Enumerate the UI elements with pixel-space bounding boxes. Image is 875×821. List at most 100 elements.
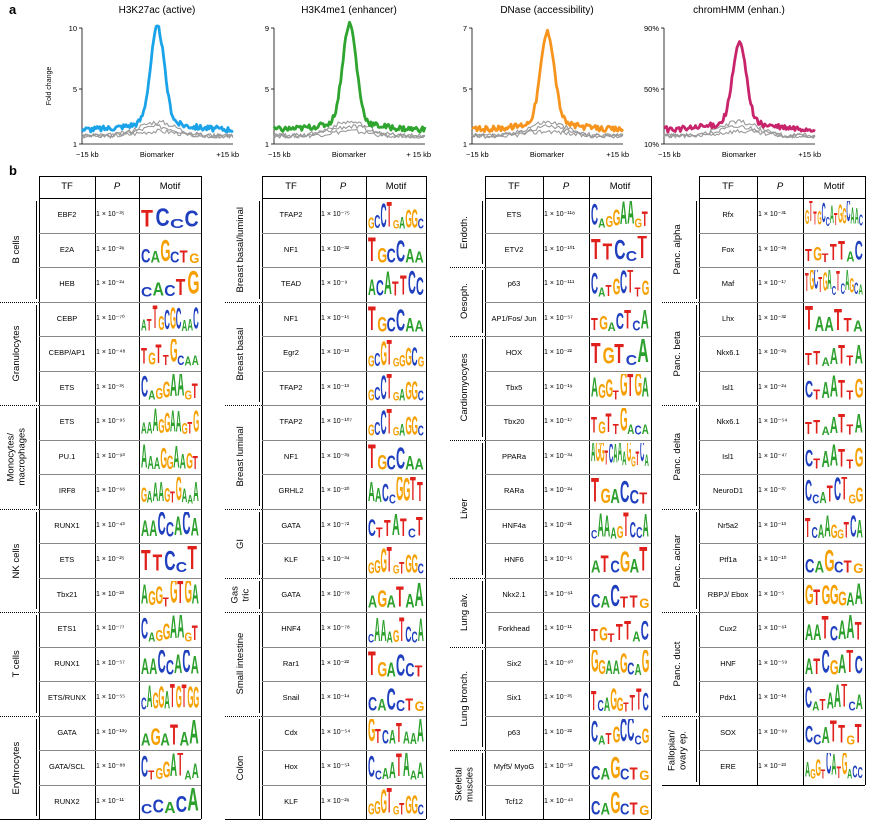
p-value: 1 × 10⁻²⁶ xyxy=(96,245,125,253)
tf-name: RARa xyxy=(503,486,524,496)
p-value: 1 × 10⁻⁶¹ xyxy=(758,625,787,633)
group-label: Breast basal xyxy=(235,326,246,380)
p-value: 1 × 10⁻⁹ xyxy=(321,280,348,288)
tf-name: HOX xyxy=(505,348,523,358)
x-tick-label: +15 kb xyxy=(798,150,821,159)
signal-curve xyxy=(80,24,234,134)
tf-name: ETS/RUNX xyxy=(48,693,86,703)
motif-table-2: TF P Motif Breast basal/luminal TFAP2 1 × 10⁻… xyxy=(225,176,427,821)
y-tick-label: 1 xyxy=(73,140,77,149)
p-value: 1 × 10⁻⁶⁰ xyxy=(544,659,574,667)
profile-plot-2: H3K4me1 (enhancer) 9 5 1 −15 kb Biomarker + 15… xyxy=(262,0,442,165)
group-label: Panc. duct xyxy=(672,641,683,687)
tf-name: HEB xyxy=(59,279,75,289)
x-tick-label: −15 kb xyxy=(658,150,681,159)
p-value: 1 × 10⁻³⁹ xyxy=(321,452,350,460)
group-label: Panc. acinar xyxy=(672,533,683,587)
y-tick-label: 50% xyxy=(644,85,659,94)
p-value: 1 × 10⁻⁷⁷ xyxy=(96,625,125,633)
group-label: Panc. alpha xyxy=(672,224,683,275)
x-tick-label: −15 kb xyxy=(466,150,489,159)
p-value: 1 × 10⁻¹³⁹ xyxy=(96,728,128,736)
y-tick-label: 1 xyxy=(463,140,467,149)
tf-name: RUNX2 xyxy=(54,796,80,806)
y-tick-label: 90% xyxy=(644,24,659,33)
tf-name: ETS1 xyxy=(57,624,77,634)
group-label: NK cells xyxy=(11,542,22,578)
column-header-tf: TF xyxy=(285,181,297,192)
y-tick-label: 5 xyxy=(463,85,467,94)
profile-plot-3: DNase (accessibility) 7 5 1 −15 kb Biomarker +… xyxy=(460,0,640,165)
p-value: 1 × 10⁻¹⁴ xyxy=(321,694,350,702)
tf-name: CEBP/AP1 xyxy=(48,348,86,358)
p-value: 1 × 10⁻⁶¹ xyxy=(544,590,573,598)
p-value: 1 × 10⁻¹³ xyxy=(321,349,350,357)
profile-title: H3K4me1 (enhancer) xyxy=(301,5,397,16)
x-tick-label: +15 kb xyxy=(606,150,629,159)
p-value: 1 × 10⁻¹¹¹ xyxy=(544,280,575,288)
tf-name: Forkhead xyxy=(498,624,530,634)
column-header-p: P xyxy=(562,181,570,192)
x-tick-label: Biomarker xyxy=(530,150,565,159)
column-header-tf: TF xyxy=(508,181,520,192)
p-value: 1 × 10⁻¹⁰ xyxy=(758,556,787,564)
tf-name: AP1/Fos/ Jun xyxy=(491,313,537,323)
tf-name: Rar1 xyxy=(282,658,300,668)
tf-name: ETS xyxy=(59,382,75,392)
p-value: 1 × 10⁻²⁰ xyxy=(321,487,350,495)
tf-name: IRF8 xyxy=(58,486,76,496)
p-value: 1 × 10⁻⁷⁸ xyxy=(321,590,350,598)
tf-name: Lhx xyxy=(721,313,735,323)
tf-name: Nkx2.1 xyxy=(502,589,526,599)
tf-name: HNF4 xyxy=(281,624,301,634)
signal-curve xyxy=(272,20,427,134)
p-value: 1 × 10⁻¹⁸ xyxy=(758,694,787,702)
tf-name: Cdx xyxy=(284,727,298,737)
group-label: Endoth. xyxy=(459,216,470,249)
p-value: 1 × 10⁻³¹ xyxy=(758,211,787,219)
group-label: Panc. beta xyxy=(672,330,683,376)
column-header-p: P xyxy=(339,181,347,192)
p-value: 1 × 10⁻²² xyxy=(321,659,350,667)
p-value: 1 × 10⁻²⁴ xyxy=(96,280,125,288)
p-value: 1 × 10⁻⁵⁵ xyxy=(96,694,126,702)
group-label: Granulocytes xyxy=(11,325,22,382)
p-value: 1 × 10⁻²³ xyxy=(758,763,787,771)
p-value: 1 × 10⁻¹⁰¹ xyxy=(544,245,575,253)
p-value: 1 × 10⁻⁸⁸ xyxy=(96,763,126,771)
p-value: 1 × 10⁻³⁵ xyxy=(96,211,125,219)
p-value: 1 × 10⁻¹¹ xyxy=(544,625,573,633)
x-tick-label: −15 kb xyxy=(76,150,99,159)
p-value: 1 × 10⁻³⁴ xyxy=(321,556,350,564)
tf-name: Ptf1a xyxy=(719,555,737,565)
tf-name: Isl1 xyxy=(722,451,734,461)
p-value: 1 × 10⁻¹⁹ xyxy=(544,383,573,391)
tf-name: RUNX1 xyxy=(54,658,80,668)
x-tick-label: Biomarker xyxy=(140,150,175,159)
